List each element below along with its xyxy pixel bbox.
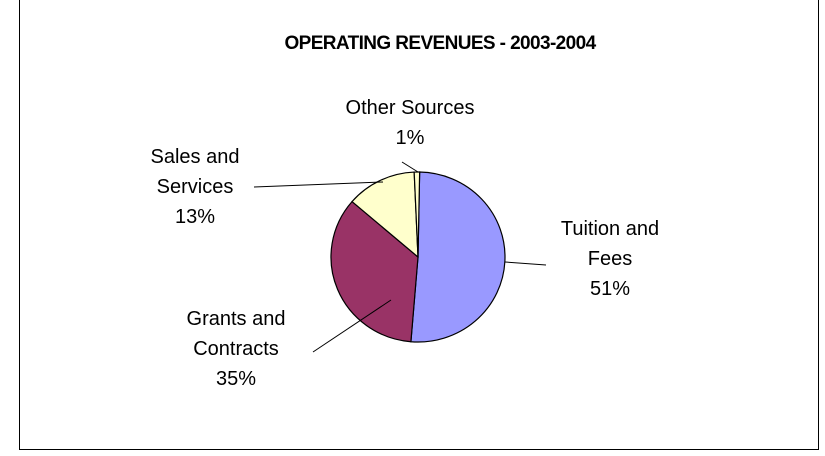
leader-line-2 [253,181,384,188]
slice-label-1-line-0: Grants and [187,308,286,330]
slice-labels: Tuition and Fees 51% Grants and Contracts 35%… [151,97,660,390]
pie-slices [330,171,506,343]
slice-percent-label-0: 51% [590,278,630,300]
leader-line-1 [312,299,392,353]
slice-label-3-line-0: Other Sources [346,97,475,119]
slice-percent-label-3: 1% [396,127,425,149]
slice-label-0-line-0: Tuition and [561,218,659,240]
slice-label-2-line-0: Sales and [151,146,240,168]
pie-slice-0 [410,171,506,343]
slice-label-1-line-1: Contracts [193,338,279,360]
pie-chart: OPERATING REVENUES - 2003-2004 Tuition a… [151,33,660,390]
leader-line-3 [401,161,419,173]
slice-percent-label-1: 35% [216,368,256,390]
leader-lines [253,161,547,353]
chart-title: OPERATING REVENUES - 2003-2004 [284,33,596,54]
chart-frame: OPERATING REVENUES - 2003-2004 Tuition a… [19,0,819,450]
slice-label-0-line-1: Fees [588,248,632,270]
slice-percent-label-2: 13% [175,206,215,228]
pie-slice-1 [330,200,419,343]
pie-slice-2 [351,171,419,259]
slice-label-2-line-1: Services [157,176,234,198]
pie-slice-3 [413,171,421,258]
leader-line-0 [504,261,547,266]
